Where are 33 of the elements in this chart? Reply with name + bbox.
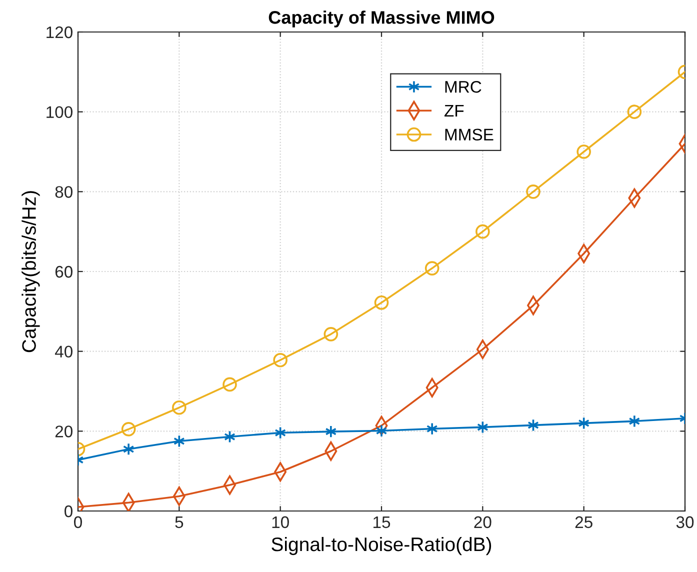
x-tick-label: 15	[374, 516, 390, 528]
y-tick-label: 80	[55, 186, 72, 198]
y-tick-label: 60	[55, 266, 72, 278]
point	[576, 144, 591, 159]
y-tick-label: 0	[64, 505, 72, 518]
point	[121, 422, 136, 436]
point	[424, 261, 440, 276]
legend-label: ZF	[444, 105, 464, 116]
y-axis-title: Capacity(bits/s/Hz)	[22, 191, 40, 352]
point	[374, 295, 389, 310]
y-tick-label: 20	[55, 426, 72, 438]
point	[324, 327, 338, 342]
x-axis-title: Signal-to-Noise-Ratio(dB)	[272, 536, 492, 556]
x-tick-label: 25	[575, 516, 592, 528]
point	[222, 377, 237, 392]
x-tick-label: 5	[175, 516, 184, 528]
y-tick-label: 120	[46, 26, 72, 38]
y-tick-label: 40	[54, 346, 72, 358]
point	[273, 352, 288, 368]
x-tick-label: 30	[676, 516, 694, 528]
y-tick-label: 100	[46, 106, 72, 118]
point	[627, 104, 642, 119]
point	[476, 224, 490, 239]
point	[526, 184, 540, 199]
x-tick-label: 0	[74, 516, 82, 528]
legend-label: MRC	[445, 80, 482, 93]
legend-label: MMSE	[445, 128, 494, 141]
chart-title: Capacity of Massive MIMO	[268, 10, 494, 28]
point	[426, 422, 438, 436]
x-tick-label: 20	[474, 516, 492, 528]
point	[172, 400, 186, 415]
point	[122, 492, 135, 511]
x-tick-label: 10	[272, 516, 289, 528]
